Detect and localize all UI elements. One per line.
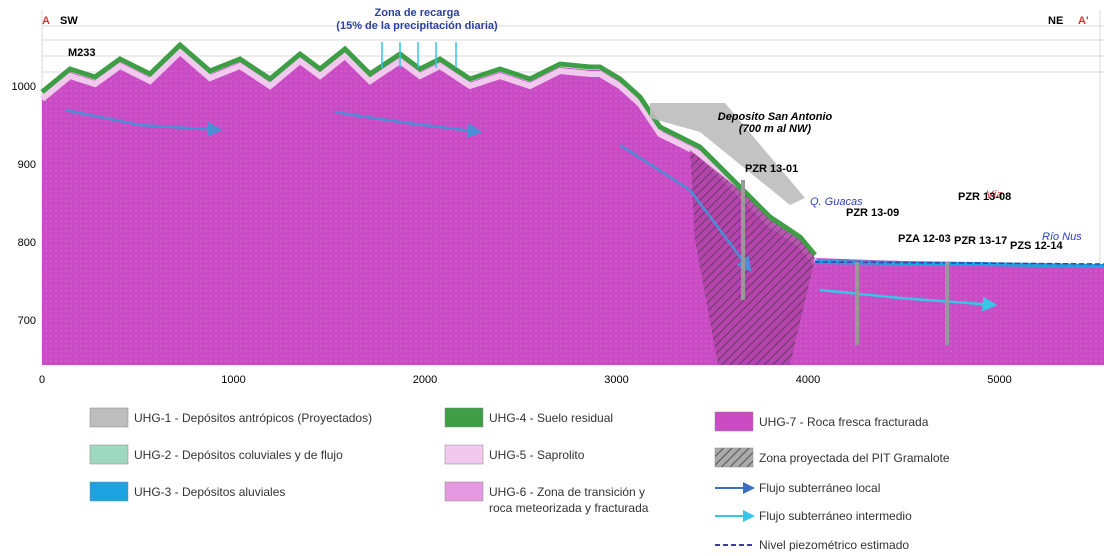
x-tick-label: 0 bbox=[39, 374, 45, 386]
x-tick-label: 4000 bbox=[796, 374, 820, 386]
piezometer-label: PZR 13-08 bbox=[958, 191, 1011, 203]
legend-swatch bbox=[445, 408, 483, 427]
piezometer-label: PZR 13-17 bbox=[954, 235, 1007, 247]
legend-label: UHG-1 - Depósitos antrópicos (Proyectado… bbox=[134, 411, 372, 425]
legend-label: Flujo subterráneo local bbox=[759, 481, 880, 495]
legend-label: UHG-7 - Roca fresca fracturada bbox=[759, 415, 929, 429]
recharge-sub: (15% de la precipitación diaria) bbox=[336, 20, 498, 32]
y-tick-label: 700 bbox=[18, 315, 36, 327]
x-tick-label: 5000 bbox=[987, 374, 1011, 386]
piezometer-label: PZS 12-14 bbox=[1010, 240, 1063, 252]
legend-swatch bbox=[90, 482, 128, 501]
x-tick-label: 2000 bbox=[413, 374, 437, 386]
legend-label: UHG-6 - Zona de transición y bbox=[489, 485, 645, 499]
legend-label: UHG-2 - Depósitos coluviales y de flujo bbox=[134, 448, 343, 462]
legend-label: UHG-4 - Suelo residual bbox=[489, 411, 613, 425]
section-end-dir: NE bbox=[1048, 15, 1063, 27]
section-start-dir: SW bbox=[60, 15, 78, 27]
y-tick-label: 1000 bbox=[12, 81, 36, 93]
cross-section: A SW NE A' Zona de recarga (15% de la pr… bbox=[0, 0, 1104, 551]
piezometer-label: PZR 13-01 bbox=[745, 163, 798, 175]
x-tick-label: 3000 bbox=[604, 374, 628, 386]
legend-swatch bbox=[445, 482, 483, 501]
legend-label: UHG-3 - Depósitos aluviales bbox=[134, 485, 285, 499]
recharge-title: Zona de recarga bbox=[375, 7, 461, 19]
rock bbox=[42, 48, 1104, 365]
well-label: M233 bbox=[68, 47, 96, 59]
legend-label: Flujo subterráneo intermedio bbox=[759, 509, 912, 523]
legend-label: Zona proyectada del PIT Gramalote bbox=[759, 451, 950, 465]
y-tick-label: 800 bbox=[18, 237, 36, 249]
legend-swatch bbox=[715, 412, 753, 431]
piezometer-label: PZR 13-09 bbox=[846, 207, 899, 219]
section-end-letter: A' bbox=[1078, 15, 1089, 27]
y-tick-label: 900 bbox=[18, 159, 36, 171]
piezometer-label: PZA 12-03 bbox=[898, 233, 951, 245]
x-tick-label: 1000 bbox=[221, 374, 245, 386]
legend-label: Nivel piezométrico estimado bbox=[759, 538, 909, 551]
legend-swatch bbox=[445, 445, 483, 464]
legend-swatch bbox=[90, 408, 128, 427]
deposit-sub: (700 m al NW) bbox=[739, 123, 811, 135]
legend-swatch bbox=[90, 445, 128, 464]
section-start-letter: A bbox=[42, 15, 50, 27]
legend-label: roca meteorizada y fracturada bbox=[489, 501, 649, 515]
legend-swatch bbox=[715, 448, 753, 467]
deposit-title: Deposito San Antonio bbox=[718, 111, 833, 123]
legend-label: UHG-5 - Saprolito bbox=[489, 448, 585, 462]
